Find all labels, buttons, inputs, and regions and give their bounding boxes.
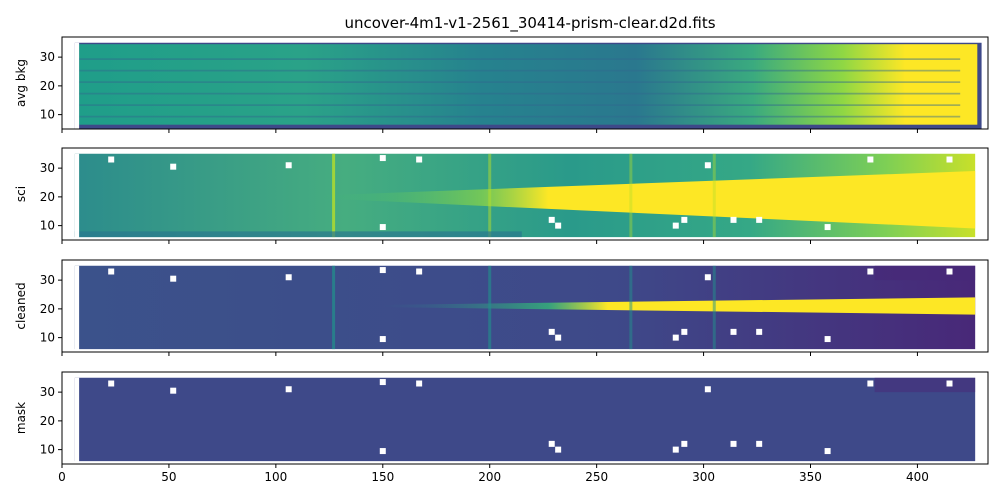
- axes-frame: [61, 371, 989, 465]
- y-tick-label: 30: [40, 273, 55, 287]
- heatmap-image: [74, 42, 982, 129]
- heatmap-image: [74, 377, 976, 464]
- axes-frame: [61, 147, 989, 241]
- y-axis-label: sci: [14, 186, 28, 202]
- axes-frame: [61, 259, 989, 353]
- y-tick-label: 10: [40, 219, 55, 233]
- y-tick-label: 10: [40, 443, 55, 457]
- x-tick-label: 250: [585, 470, 608, 484]
- x-tick-label: 0: [58, 470, 66, 484]
- y-tick-label: 10: [40, 331, 55, 345]
- x-tick-label: 300: [692, 470, 715, 484]
- y-tick-label: 20: [40, 302, 55, 316]
- y-tick-label: 20: [40, 79, 55, 93]
- y-axis-label: mask: [14, 402, 28, 434]
- panel-avg-bkg: 10 20 30 avg bkg: [14, 36, 989, 133]
- heatmap-image: [74, 265, 976, 352]
- y-tick-label: 30: [40, 161, 55, 175]
- panel-cleaned: 10 20 30 cleaned: [14, 259, 989, 356]
- y-tick-label: 20: [40, 414, 55, 428]
- x-tick-label: 400: [906, 470, 929, 484]
- x-tick-label: 50: [161, 470, 176, 484]
- y-axis-label: avg bkg: [14, 59, 28, 107]
- y-tick-label: 30: [40, 50, 55, 64]
- chart-title: uncover-4m1-v1-2561_30414-prism-clear.d2…: [344, 14, 715, 33]
- y-tick-label: 20: [40, 190, 55, 204]
- x-tick-label: 150: [371, 470, 394, 484]
- x-tick-label: 200: [478, 470, 501, 484]
- y-axis-label: cleaned: [14, 282, 28, 329]
- x-tick-label: 350: [799, 470, 822, 484]
- axes-frame: [61, 36, 989, 130]
- heatmap-image: [74, 153, 976, 240]
- x-tick-label: 100: [264, 470, 287, 484]
- y-tick-label: 10: [40, 108, 55, 122]
- panel-sci: 10 20 30 sci: [14, 147, 989, 244]
- y-tick-label: 30: [40, 385, 55, 399]
